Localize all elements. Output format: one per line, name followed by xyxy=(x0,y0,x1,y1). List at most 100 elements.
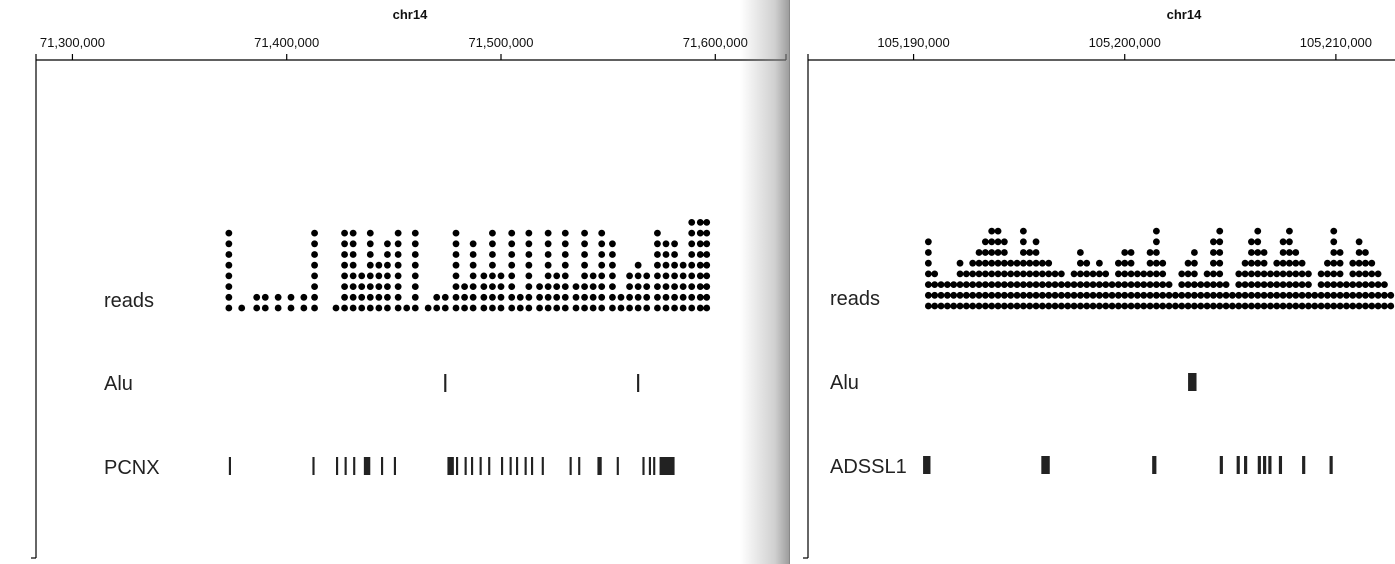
read-dot xyxy=(671,251,678,258)
read-dot xyxy=(1191,291,1198,299)
read-dot xyxy=(1032,270,1040,278)
read-dot xyxy=(937,302,945,310)
read-dot xyxy=(1260,281,1268,288)
read-dot xyxy=(688,283,696,290)
read-dot xyxy=(341,261,348,269)
read-dot xyxy=(508,229,516,237)
read-dot xyxy=(1102,291,1110,299)
read-dot xyxy=(1210,291,1217,299)
read-dot xyxy=(994,259,1002,267)
read-dot xyxy=(1381,302,1388,310)
read-dot xyxy=(341,229,348,237)
read-dot xyxy=(1286,302,1293,310)
read-dot xyxy=(1210,249,1217,256)
read-dot xyxy=(1070,281,1078,288)
read-dot xyxy=(1032,238,1040,246)
read-dot xyxy=(1254,281,1262,288)
read-dot xyxy=(300,293,308,301)
read-dot xyxy=(1368,302,1376,310)
read-dot xyxy=(261,304,269,312)
read-dot xyxy=(703,251,711,258)
read-dot xyxy=(924,291,932,299)
read-dot xyxy=(1355,249,1363,256)
read-dot xyxy=(1273,291,1281,299)
read-dot xyxy=(1184,270,1192,278)
read-dot xyxy=(1032,291,1040,299)
read-dot xyxy=(1305,281,1312,288)
read-dot xyxy=(988,281,996,288)
read-dot xyxy=(1026,302,1034,310)
gene-exon xyxy=(1219,456,1223,474)
read-dot xyxy=(1007,291,1015,299)
read-dot xyxy=(349,304,357,312)
read-dot xyxy=(1279,249,1287,256)
read-dot xyxy=(1210,270,1217,278)
read-dot xyxy=(931,281,939,288)
read-dot xyxy=(956,281,964,288)
read-dot xyxy=(1305,270,1312,278)
read-dot xyxy=(1000,259,1008,267)
read-dot xyxy=(937,281,945,288)
read-dot xyxy=(1076,249,1084,256)
read-dot xyxy=(1045,270,1053,278)
read-dot xyxy=(696,261,704,269)
read-dot xyxy=(703,261,711,269)
read-dot xyxy=(950,291,958,299)
read-dot xyxy=(274,304,282,312)
read-dot xyxy=(311,240,318,248)
read-dot xyxy=(969,259,977,267)
read-dot xyxy=(1203,281,1211,288)
read-dot xyxy=(1279,291,1287,299)
read-dot xyxy=(1317,302,1325,310)
read-dot xyxy=(598,283,606,290)
read-dot xyxy=(411,240,419,248)
read-dot xyxy=(1374,281,1382,288)
read-dot xyxy=(1241,281,1249,288)
read-dot xyxy=(626,304,633,312)
read-dot xyxy=(1254,259,1262,267)
read-dot xyxy=(1108,302,1116,310)
read-dot xyxy=(394,283,402,290)
read-dot xyxy=(1038,302,1046,310)
read-dot xyxy=(349,293,357,301)
axis-tick-label: 105,210,000 xyxy=(1300,35,1372,50)
read-dot xyxy=(617,293,625,301)
read-dot xyxy=(626,272,633,280)
read-dot xyxy=(975,270,983,278)
chromosome-title: chr14 xyxy=(1167,7,1202,22)
read-dot xyxy=(480,293,488,301)
read-dot xyxy=(1235,302,1243,310)
read-dot xyxy=(384,261,391,269)
gene-exon xyxy=(312,457,315,475)
read-dot xyxy=(311,229,318,237)
read-dot xyxy=(981,270,989,278)
read-dot xyxy=(1026,259,1034,267)
read-dot xyxy=(1121,281,1129,288)
read-dot xyxy=(981,291,989,299)
read-dot xyxy=(969,302,977,310)
read-dot xyxy=(1146,259,1154,267)
read-dot xyxy=(1292,259,1300,267)
read-dot xyxy=(679,272,687,280)
read-dot xyxy=(341,251,348,258)
read-dot xyxy=(1349,302,1357,310)
repeat-feature xyxy=(1188,373,1197,391)
read-dot xyxy=(1343,291,1350,299)
read-dot xyxy=(671,272,678,280)
read-dot xyxy=(1336,249,1344,256)
read-dot xyxy=(1184,291,1192,299)
read-dot xyxy=(411,293,419,301)
read-dot xyxy=(253,304,261,312)
read-dot xyxy=(1070,302,1078,310)
read-dot xyxy=(1241,270,1249,278)
read-dot xyxy=(1127,281,1135,288)
read-dot xyxy=(1013,259,1021,267)
read-dot xyxy=(411,229,419,237)
read-dot xyxy=(394,304,402,312)
read-dot xyxy=(1172,291,1179,299)
read-dot xyxy=(1311,302,1319,310)
read-dot xyxy=(525,293,533,301)
read-dot xyxy=(1152,259,1160,267)
read-dot xyxy=(1317,291,1325,299)
read-dot xyxy=(1064,281,1072,288)
